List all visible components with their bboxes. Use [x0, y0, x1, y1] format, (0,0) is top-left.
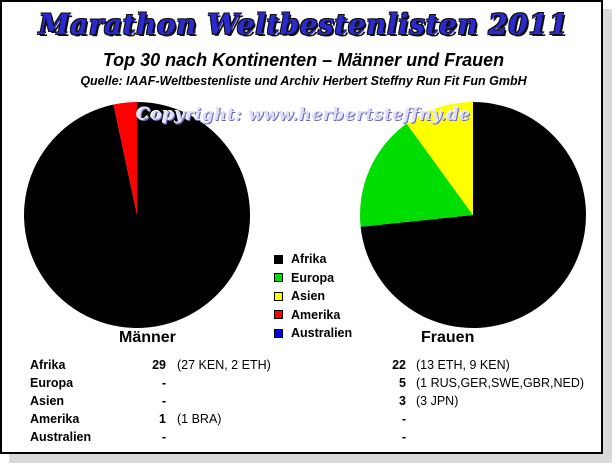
chart-subtitle: Top 30 nach Kontinenten – Männer und Fra…	[102, 50, 505, 70]
chart-frame: Marathon Weltbestenlisten 2011 Top 30 na…	[0, 0, 603, 454]
chart-title: Marathon Weltbestenlisten 2011	[38, 8, 569, 41]
pie-charts	[24, 101, 587, 329]
source-note: Quelle: IAAF-Weltbestenliste und Archiv …	[80, 74, 527, 88]
legend-label-afrika: Afrika	[291, 252, 327, 267]
legend-item-asien: Asien	[274, 287, 352, 306]
maenner-detail: (27 KEN, 2 ETH)	[177, 358, 271, 372]
frauen-count: -	[401, 412, 406, 426]
pie-title-maenner: Männer	[119, 329, 176, 346]
maenner-count: -	[161, 394, 166, 408]
legend: Afrika Europa Asien Amerika Australien	[274, 250, 352, 343]
legend-label-australien: Australien	[291, 326, 353, 341]
pie-slice-europa	[360, 123, 473, 227]
legend-item-afrika: Afrika	[274, 250, 352, 269]
maenner-count: -	[161, 376, 166, 390]
pie-frauen	[360, 101, 587, 329]
frauen-count: 3	[399, 394, 406, 408]
row-label: Afrika	[30, 358, 66, 372]
pie-title-frauen: Frauen	[421, 329, 475, 346]
row-label: Europa	[30, 376, 74, 390]
frauen-detail: (13 ETH, 9 KEN)	[416, 358, 510, 372]
frauen-detail: (1 RUS,GER,SWE,GBR,NED)	[416, 376, 585, 390]
legend-swatch-asien	[274, 291, 283, 301]
legend-item-australien: Australien	[274, 324, 352, 343]
row-label: Asien	[30, 394, 65, 408]
legend-label-amerika: Amerika	[291, 307, 341, 322]
frauen-count: 5	[399, 376, 406, 390]
legend-swatch-amerika	[274, 310, 283, 320]
maenner-count: 1	[159, 412, 166, 426]
row-label: Australien	[30, 430, 92, 444]
legend-swatch-australien	[274, 328, 283, 338]
pie-maenner	[24, 102, 251, 328]
pie-slice-afrika	[24, 102, 251, 328]
legend-label-asien: Asien	[291, 289, 326, 304]
legend-label-europa: Europa	[291, 270, 335, 285]
legend-item-amerika: Amerika	[274, 306, 352, 325]
pie-slice-amerika	[113, 102, 137, 215]
legend-swatch-europa	[274, 273, 283, 283]
frauen-detail: (3 JPN)	[416, 394, 459, 408]
maenner-detail: (1 BRA)	[177, 412, 222, 426]
maenner-count: 29	[152, 358, 166, 372]
row-label: Amerika	[30, 412, 80, 426]
frauen-count: 22	[392, 358, 406, 372]
maenner-count: -	[161, 430, 166, 444]
frauen-count: -	[401, 430, 406, 444]
legend-swatch-afrika	[274, 254, 283, 264]
pie-slice-asien	[406, 102, 473, 215]
pie-slice-afrika	[360, 101, 587, 329]
copyright-watermark: Copyright: www.herbertsteffny.de	[136, 105, 471, 125]
legend-item-europa: Europa	[274, 269, 352, 288]
